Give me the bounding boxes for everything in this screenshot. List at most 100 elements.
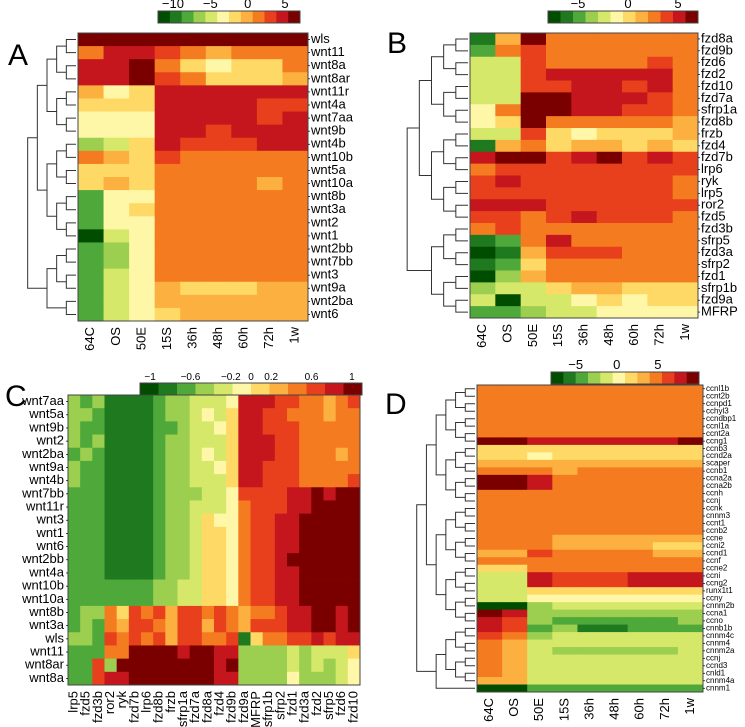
heatmap-cell <box>153 566 166 580</box>
heatmap-cell <box>477 662 503 670</box>
heatmap-cell <box>214 526 227 541</box>
row-label: wnt8b <box>28 604 64 619</box>
col-label: 48h <box>210 327 225 349</box>
heatmap-cell <box>527 459 553 468</box>
dendrogram-branch <box>455 421 466 438</box>
heatmap-cell <box>287 619 300 633</box>
col-label: fzd6 <box>333 691 348 716</box>
legend-swatch <box>169 11 182 23</box>
heatmap-cell <box>282 98 309 112</box>
heatmap-cell <box>596 56 623 70</box>
heatmap-cell <box>527 684 553 693</box>
row-label: wnt5a <box>28 406 64 421</box>
heatmap-cell <box>652 422 679 431</box>
heatmap-cell <box>205 177 232 191</box>
legend-tick-label: −1 <box>144 372 156 383</box>
heatmap-cell <box>527 392 553 401</box>
heatmap-cell <box>311 658 324 673</box>
heatmap-cell <box>323 408 337 422</box>
heatmap-cell <box>287 421 300 435</box>
legend-swatch <box>288 11 301 23</box>
heatmap-cell <box>256 150 283 165</box>
heatmap-cell <box>577 549 603 558</box>
heatmap-cell <box>214 487 227 501</box>
dendrogram-branch <box>455 180 468 194</box>
heatmap-cell <box>477 647 503 655</box>
heatmap-cell <box>299 474 312 488</box>
heatmap-cell <box>552 467 578 476</box>
heatmap-cell <box>177 605 191 620</box>
row-label: wnt9a <box>28 459 64 474</box>
dendrogram-branch <box>445 459 456 491</box>
heatmap-cell <box>78 150 104 165</box>
heatmap-cell <box>80 434 93 449</box>
heatmap-cell <box>577 654 603 663</box>
row-label: lrp5 <box>701 185 723 200</box>
heatmap-cell <box>577 504 603 513</box>
dendrogram-branch <box>455 38 468 52</box>
legend-frame <box>547 10 699 24</box>
heatmap-cell <box>347 540 361 554</box>
heatmap-cell <box>238 645 251 660</box>
heatmap-cell <box>180 150 207 165</box>
heatmap-cell <box>78 177 104 191</box>
heatmap-cell <box>502 542 528 551</box>
heatmap-cell <box>495 234 522 248</box>
heatmap-cell <box>527 587 553 596</box>
row-label: wnt11 <box>29 643 64 658</box>
heatmap-cell <box>128 605 142 620</box>
heatmap-cell <box>214 658 227 673</box>
heatmap-cell <box>180 124 207 139</box>
heatmap-cell <box>177 421 191 435</box>
heatmap-cell <box>165 395 178 409</box>
dendrogram-branch <box>464 597 475 607</box>
heatmap-cell <box>470 306 496 319</box>
row-label: wnt10b <box>310 149 353 164</box>
heatmap-cell <box>165 513 178 528</box>
heatmap-cell <box>238 395 251 409</box>
heatmap-cell <box>205 216 232 230</box>
row-label: runx1t1 <box>706 586 733 595</box>
heatmap-cell <box>627 677 654 685</box>
heatmap-cell <box>470 199 496 212</box>
heatmap-cell <box>520 163 547 176</box>
heatmap-cell <box>596 104 623 117</box>
heatmap-cell <box>470 234 496 248</box>
heatmap-cell <box>652 617 679 626</box>
heatmap-cell <box>299 460 312 475</box>
heatmap-cell <box>577 617 603 626</box>
heatmap-cells <box>78 33 309 322</box>
heatmap-cell <box>153 645 166 660</box>
heatmap-cell <box>495 187 522 200</box>
heatmap-cell <box>552 534 578 543</box>
heatmap-cell <box>80 408 93 422</box>
heatmap-cell <box>189 619 203 633</box>
legend-tick-label: −5 <box>568 357 583 372</box>
heatmap-cell <box>571 139 598 153</box>
legend-frame <box>550 371 700 385</box>
heatmap-cell <box>602 429 629 438</box>
heatmap-cell <box>274 460 288 475</box>
heatmap-cell <box>571 246 598 260</box>
heatmap-cell <box>335 566 349 580</box>
heatmap-cell <box>677 662 704 670</box>
heatmap-cell <box>470 68 496 81</box>
heatmap-cell <box>129 294 156 309</box>
heatmap-cell <box>672 282 699 295</box>
heatmap-cell <box>470 44 496 58</box>
heatmap-cell <box>577 392 603 401</box>
dendrogram-branch <box>464 523 475 532</box>
heatmap-cell <box>104 671 118 686</box>
heatmap-cell <box>596 282 623 295</box>
heatmap-cell <box>677 385 704 393</box>
heatmap-cell <box>602 474 629 483</box>
heatmap-cell <box>622 80 648 93</box>
heatmap-cell <box>502 549 528 558</box>
heatmap-cell <box>129 163 156 178</box>
heatmap-cell <box>672 187 699 200</box>
heatmap-cell <box>256 98 283 112</box>
heatmap-cell <box>502 572 528 581</box>
heatmap-cell <box>116 421 130 435</box>
heatmap-cell <box>477 512 503 521</box>
heatmap-cell <box>470 246 496 260</box>
